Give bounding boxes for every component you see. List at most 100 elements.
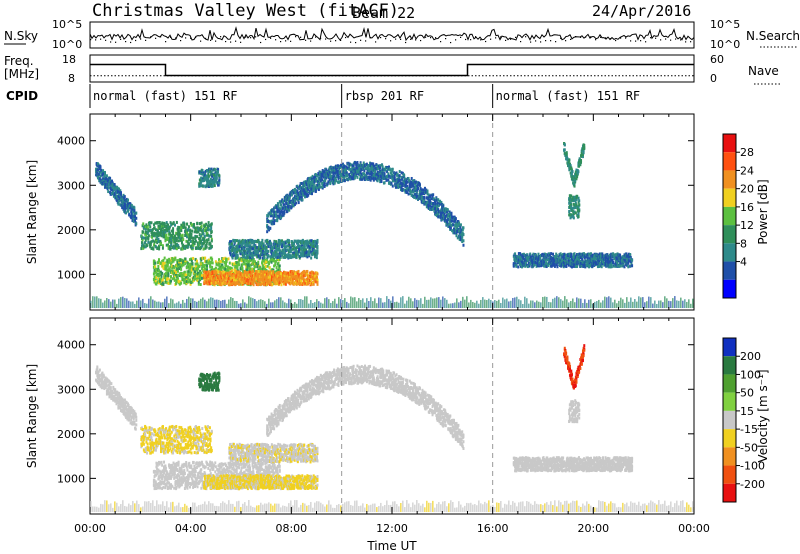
echo-cell xyxy=(159,282,162,286)
echo-cell xyxy=(303,248,306,252)
echo-cell xyxy=(226,281,229,285)
ground-scatter xyxy=(450,303,452,308)
noise-search-point xyxy=(185,37,187,39)
echo-cell xyxy=(159,233,162,237)
echo-cell xyxy=(233,267,236,271)
echo-cell xyxy=(287,271,290,275)
echo-cell xyxy=(289,246,292,250)
echo-cell xyxy=(204,279,207,283)
ground-scatter xyxy=(266,303,268,308)
echo-cell xyxy=(154,280,157,284)
echo-cell xyxy=(221,259,224,263)
echo-cell xyxy=(254,252,257,256)
echo-cell xyxy=(301,198,304,202)
echo-cell xyxy=(169,265,172,269)
echo-cell xyxy=(96,164,99,168)
echo-cell xyxy=(123,199,126,203)
echo-cell xyxy=(150,247,153,251)
echo-cell xyxy=(242,241,245,245)
ground-scatter xyxy=(198,300,200,308)
noise-panel: N.Sky 10^5 10^0 10^5 10^0 N.Search xyxy=(4,18,800,51)
echo-cell xyxy=(123,195,126,199)
echo-cell xyxy=(322,175,325,179)
noise-search-point xyxy=(480,39,482,41)
echo-cell xyxy=(168,281,171,285)
echo-cell xyxy=(287,239,290,243)
echo-cell xyxy=(238,263,241,267)
echo-cell xyxy=(172,246,175,250)
echo-cell xyxy=(306,245,309,249)
noise-search-point xyxy=(140,38,142,40)
echo-cell xyxy=(279,272,282,276)
echo-cell xyxy=(236,271,239,275)
echo-cell xyxy=(234,265,237,269)
echo-cell xyxy=(318,184,321,188)
echo-cell xyxy=(308,252,311,256)
echo-cell xyxy=(261,282,264,286)
echo-cell xyxy=(212,275,215,279)
echo-cell xyxy=(175,220,178,224)
echo-cell xyxy=(159,261,162,265)
echo-cell xyxy=(426,200,429,204)
echo-cell xyxy=(285,280,288,284)
echo-cell xyxy=(311,174,314,178)
echo-cell xyxy=(189,230,192,234)
echo-cell xyxy=(237,274,240,278)
noise-search-point xyxy=(530,41,532,43)
echo-cell xyxy=(296,272,299,276)
echo-cell xyxy=(297,201,300,205)
echo-cell xyxy=(273,252,276,256)
echo-cell xyxy=(303,278,306,282)
ground-scatter xyxy=(382,302,384,308)
echo-cell xyxy=(189,239,192,243)
echo-cell xyxy=(214,260,217,264)
echo-cell xyxy=(219,270,222,274)
echo-cell xyxy=(247,244,250,248)
echo-cell xyxy=(241,246,244,250)
echo-cell xyxy=(247,242,250,246)
noise-search-point xyxy=(610,38,612,40)
echo-cell xyxy=(296,252,299,256)
echo-cell xyxy=(161,246,164,250)
echo-cell xyxy=(182,238,185,242)
echo-cell xyxy=(290,273,293,277)
echo-cell xyxy=(173,269,176,273)
echo-cell xyxy=(193,230,196,234)
echo-cell xyxy=(152,239,155,243)
echo-cell xyxy=(257,239,260,243)
echo-cell xyxy=(300,187,303,191)
noise-search-point xyxy=(95,39,97,41)
echo-cell xyxy=(244,239,247,243)
echo-cell xyxy=(200,274,203,278)
noise-search-point xyxy=(270,37,272,39)
ground-scatter xyxy=(560,299,562,308)
echo-cell xyxy=(287,252,290,256)
echo-cell xyxy=(276,272,279,276)
echo-cell xyxy=(292,251,295,255)
noise-search-point xyxy=(175,37,177,39)
noise-search-point xyxy=(220,36,222,38)
echo-cell xyxy=(265,259,268,263)
noise-search-point xyxy=(355,41,357,44)
echo-cell xyxy=(410,176,413,180)
echo-cell xyxy=(165,221,168,225)
echo-cell xyxy=(231,263,234,267)
echo-cell xyxy=(134,218,137,222)
echo-cell xyxy=(183,281,186,285)
echo-cell xyxy=(262,256,265,260)
echo-cell xyxy=(279,200,282,204)
echo-cell xyxy=(334,178,337,182)
echo-cell xyxy=(151,235,154,239)
ground-scatter xyxy=(202,297,204,308)
ground-scatter xyxy=(292,303,294,308)
echo-cell xyxy=(162,224,165,228)
ground-scatter xyxy=(634,299,636,308)
echo-cell xyxy=(197,230,200,234)
echo-cell xyxy=(178,226,181,230)
cpid-panel: CPID normal (fast) 151 RF rbsp 201 RF norm… xyxy=(6,84,640,108)
echo-cell xyxy=(213,176,216,180)
cpid-segment-2: rbsp 201 RF xyxy=(345,89,424,103)
echo-cell xyxy=(234,256,237,260)
echo-cell xyxy=(165,260,168,264)
echo-cell xyxy=(156,246,159,250)
